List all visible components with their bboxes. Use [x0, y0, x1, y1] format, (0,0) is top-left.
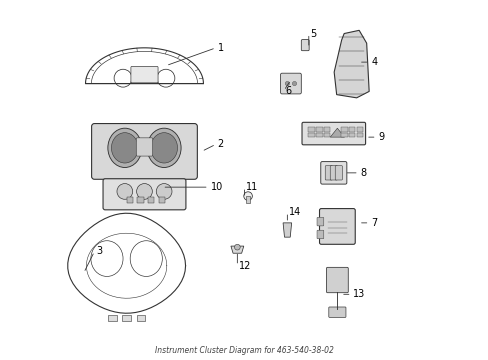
FancyBboxPatch shape: [103, 179, 185, 210]
FancyBboxPatch shape: [91, 123, 197, 179]
Bar: [324, 127, 330, 132]
Text: 3: 3: [96, 247, 102, 256]
Text: 8: 8: [360, 168, 366, 178]
Bar: [148, 197, 154, 203]
Polygon shape: [329, 128, 344, 137]
FancyBboxPatch shape: [329, 166, 337, 180]
FancyBboxPatch shape: [316, 217, 323, 226]
Polygon shape: [333, 30, 368, 98]
Bar: [316, 133, 322, 137]
FancyBboxPatch shape: [131, 66, 158, 83]
Bar: [341, 127, 347, 132]
Circle shape: [117, 184, 132, 199]
Bar: [126, 197, 133, 203]
Bar: [341, 133, 347, 137]
Text: 11: 11: [246, 182, 258, 192]
Bar: [122, 315, 131, 321]
FancyBboxPatch shape: [325, 166, 332, 180]
Polygon shape: [283, 223, 291, 237]
Bar: [356, 133, 363, 137]
Text: 6: 6: [285, 86, 291, 96]
Bar: [159, 197, 165, 203]
Text: 4: 4: [370, 57, 377, 67]
Bar: [324, 133, 330, 137]
Ellipse shape: [150, 133, 177, 163]
FancyBboxPatch shape: [316, 230, 323, 239]
Circle shape: [244, 192, 252, 201]
FancyBboxPatch shape: [319, 208, 354, 244]
Circle shape: [136, 184, 152, 199]
Text: 7: 7: [370, 218, 377, 228]
Ellipse shape: [147, 128, 181, 167]
FancyBboxPatch shape: [280, 73, 301, 94]
Circle shape: [234, 244, 240, 250]
FancyBboxPatch shape: [328, 307, 345, 318]
FancyBboxPatch shape: [136, 138, 152, 156]
Text: 9: 9: [378, 132, 384, 142]
Bar: [136, 315, 145, 321]
Polygon shape: [230, 246, 244, 253]
FancyBboxPatch shape: [301, 40, 308, 51]
Bar: [108, 315, 116, 321]
Text: 10: 10: [210, 182, 223, 192]
Bar: [316, 127, 322, 132]
FancyBboxPatch shape: [302, 122, 365, 145]
Ellipse shape: [111, 133, 138, 163]
Text: 5: 5: [310, 28, 316, 39]
Bar: [307, 133, 314, 137]
FancyBboxPatch shape: [326, 267, 347, 293]
Text: 1: 1: [217, 43, 224, 53]
Text: 12: 12: [239, 261, 251, 271]
Circle shape: [156, 184, 172, 199]
Bar: [356, 127, 363, 132]
Text: 2: 2: [217, 139, 224, 149]
Bar: [137, 197, 143, 203]
Text: 14: 14: [288, 207, 301, 217]
Bar: [348, 127, 355, 132]
Bar: [245, 196, 250, 203]
Ellipse shape: [108, 128, 142, 167]
FancyBboxPatch shape: [335, 166, 342, 180]
Text: 13: 13: [353, 289, 365, 299]
Bar: [348, 133, 355, 137]
FancyBboxPatch shape: [320, 162, 346, 184]
Circle shape: [285, 81, 289, 86]
Text: Instrument Cluster Diagram for 463-540-38-02: Instrument Cluster Diagram for 463-540-3…: [155, 346, 333, 355]
Bar: [307, 127, 314, 132]
Circle shape: [292, 81, 296, 86]
